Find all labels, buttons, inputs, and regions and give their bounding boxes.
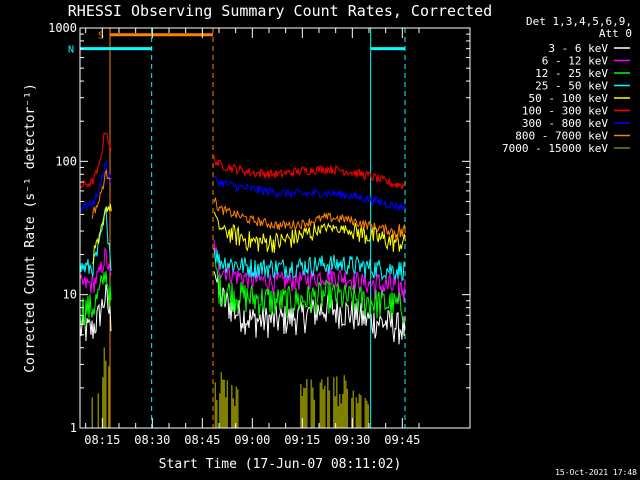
x-axis-label: Start Time (17-Jun-07 08:11:02) [159,457,402,472]
legend-label-3: 25 - 50 keV [535,80,608,93]
y-tick-label: 1 [70,421,77,435]
series-line-0 [80,271,406,345]
y-tick-label: 1000 [48,21,77,35]
series-line-7 [91,168,406,243]
legend-label-4: 50 - 100 keV [529,92,609,105]
legend-label-7: 800 - 7000 keV [515,130,608,143]
series-line-8 [91,347,370,428]
chart-title: RHESSI Observing Summary Count Rates, Co… [68,2,492,20]
flag-label-0: S [98,31,104,42]
series-line-1 [80,239,406,303]
legend-label-1: 6 - 12 keV [542,55,609,68]
x-tick-label: 09:00 [234,433,270,447]
timestamp: 15-Oct-2021 17:48 [555,468,637,477]
plot-frame [79,27,471,429]
x-tick-label: 08:30 [134,433,170,447]
y-tick-label: 100 [55,154,77,168]
series-line-2 [80,248,406,327]
series-line-5 [80,132,406,189]
y-tick-label: 10 [63,288,77,302]
flag-label-1: N [68,45,74,56]
series-line-3 [80,205,406,282]
x-tick-label: 08:45 [184,433,220,447]
legend-label-6: 300 - 800 keV [522,117,608,130]
legend-label-2: 12 - 25 keV [535,67,608,80]
legend-header-0: Det 1,3,4,5,6,9, [526,15,632,28]
legend-label-0: 3 - 6 keV [548,42,608,55]
x-tick-label: 09:15 [284,433,320,447]
series-line-4 [91,203,406,265]
legend-label-5: 100 - 300 keV [522,105,608,118]
y-axis-label: Corrected Count Rate (s⁻¹ detector⁻¹) [23,83,38,373]
x-tick-label: 08:15 [84,433,120,447]
x-tick-label: 09:45 [384,433,420,447]
series-line-6 [80,159,406,213]
legend-header-1: Att 0 [599,27,632,40]
legend-label-8: 7000 - 15000 keV [502,142,608,155]
x-tick-label: 09:30 [334,433,370,447]
